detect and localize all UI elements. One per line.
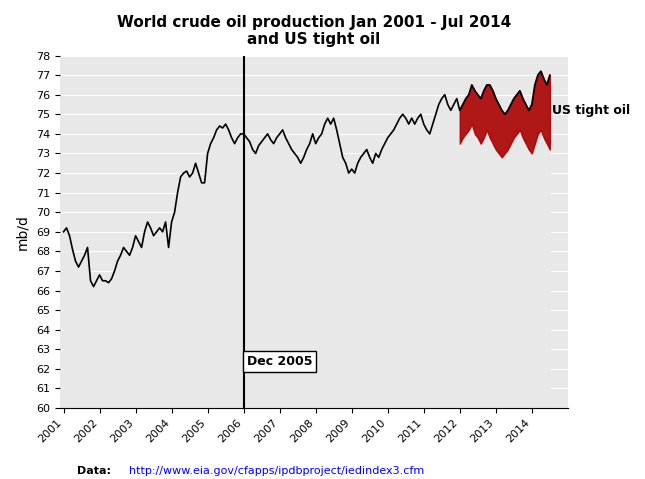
Y-axis label: mb/d: mb/d <box>15 214 29 250</box>
Text: US tight oil: US tight oil <box>551 104 630 117</box>
Text: Dec 2005: Dec 2005 <box>246 355 312 368</box>
Text: Data:: Data: <box>77 466 115 476</box>
Title: World crude oil production Jan 2001 - Jul 2014
and US tight oil: World crude oil production Jan 2001 - Ju… <box>117 15 511 47</box>
Text: http://www.eia.gov/cfapps/ipdbproject/iedindex3.cfm: http://www.eia.gov/cfapps/ipdbproject/ie… <box>129 466 424 476</box>
